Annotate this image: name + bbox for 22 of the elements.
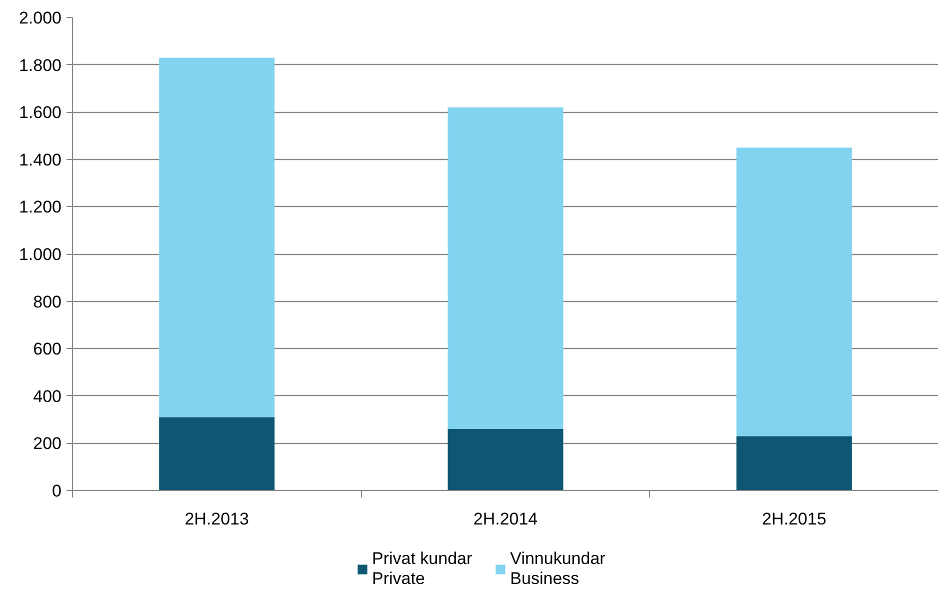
bar xyxy=(159,58,275,418)
bar xyxy=(736,436,852,490)
y-tick-label: 0 xyxy=(52,482,62,500)
y-tick-label: 1.000 xyxy=(18,245,62,264)
y-tick-label: 600 xyxy=(33,340,62,359)
legend-label: Vinnukundar Business xyxy=(510,549,606,589)
bar xyxy=(736,148,852,436)
x-tick-label: 2H.2013 xyxy=(184,510,249,528)
y-tick-label: 200 xyxy=(33,434,62,454)
y-tick-label: 2.000 xyxy=(18,8,62,28)
y-tick-label: 1.600 xyxy=(18,103,62,122)
bar xyxy=(448,429,564,490)
x-tick-label: 2H.2015 xyxy=(762,510,826,528)
y-tick-label: 1.400 xyxy=(18,150,62,170)
y-tick-label: 1.800 xyxy=(18,56,62,75)
x-tick-label: 2H.2014 xyxy=(473,510,538,528)
y-tick-label: 800 xyxy=(33,292,62,312)
legend-label: Privat kundar Private xyxy=(372,549,472,589)
y-tick-label: 400 xyxy=(33,386,62,406)
y-tick-label: 1.200 xyxy=(18,198,62,217)
bar xyxy=(448,107,564,430)
bar xyxy=(159,417,275,490)
